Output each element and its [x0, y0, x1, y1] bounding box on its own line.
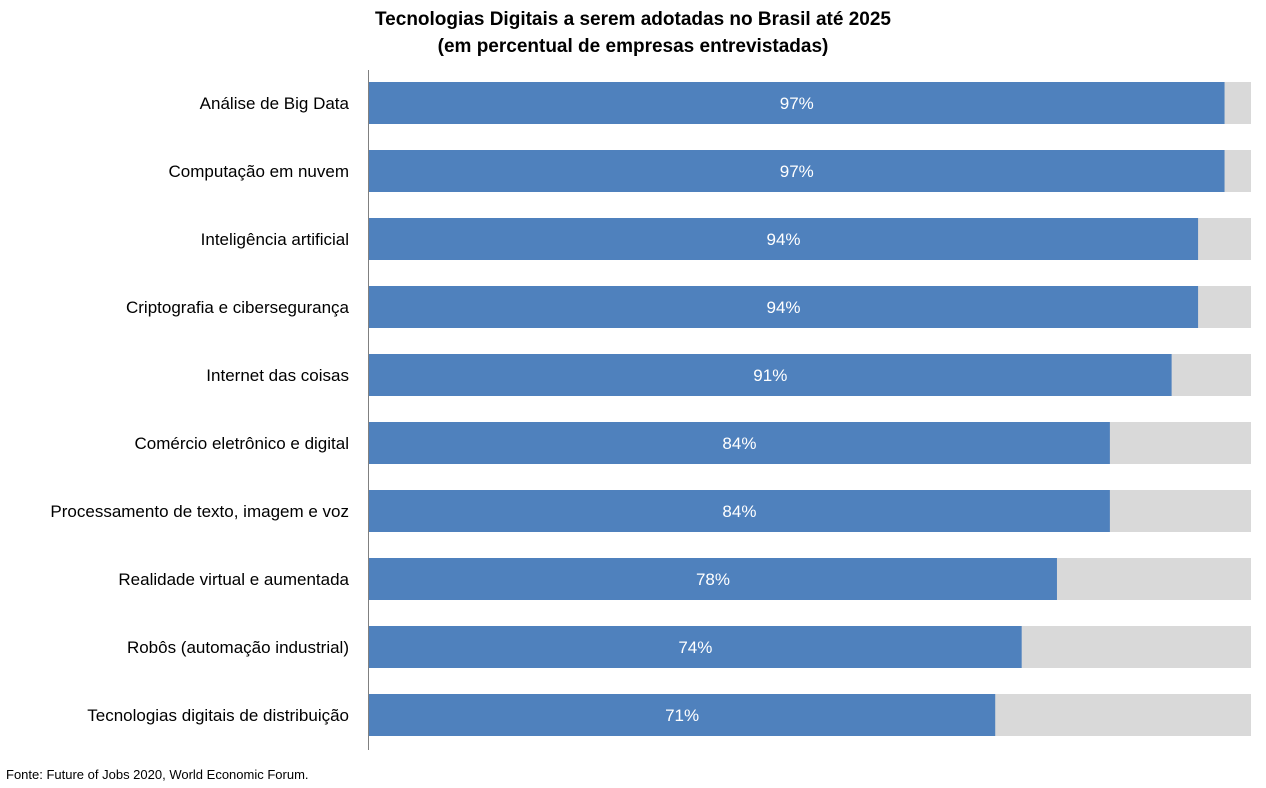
- data-label: 91%: [753, 366, 787, 385]
- bar: [369, 354, 1172, 396]
- bar: [369, 218, 1199, 260]
- bar: [369, 694, 996, 736]
- data-label: 84%: [722, 502, 756, 521]
- data-label: 78%: [696, 570, 730, 589]
- category-label: Comércio eletrônico e digital: [135, 434, 350, 453]
- category-label: Tecnologias digitais de distribuição: [87, 706, 349, 725]
- data-label: 74%: [678, 638, 712, 657]
- chart-title-block: Tecnologias Digitais a serem adotadas no…: [0, 6, 1266, 60]
- chart-title: Tecnologias Digitais a serem adotadas no…: [374, 9, 891, 30]
- bar: [369, 286, 1199, 328]
- data-label: 97%: [780, 94, 814, 113]
- bar: [369, 626, 1022, 668]
- category-label: Realidade virtual e aumentada: [118, 570, 349, 589]
- data-label: 94%: [767, 230, 801, 249]
- bar: [369, 82, 1225, 124]
- data-label: 97%: [780, 162, 814, 181]
- bar: [369, 422, 1110, 464]
- chart-subtitle: (em percentual de empresas entrevistadas…: [437, 36, 829, 57]
- bar: [369, 558, 1057, 600]
- data-label: 94%: [767, 298, 801, 317]
- category-label: Computação em nuvem: [169, 162, 349, 181]
- source-note: Fonte: Future of Jobs 2020, World Econom…: [6, 767, 309, 782]
- category-label: Processamento de texto, imagem e voz: [50, 502, 349, 521]
- category-label: Criptografia e cibersegurança: [126, 298, 350, 317]
- category-label: Robôs (automação industrial): [127, 638, 349, 657]
- category-label: Inteligência artificial: [201, 230, 349, 249]
- category-label: Análise de Big Data: [200, 94, 350, 113]
- bar: [369, 150, 1225, 192]
- bar: [369, 490, 1110, 532]
- data-label: 71%: [665, 706, 699, 725]
- data-label: 84%: [722, 434, 756, 453]
- category-label: Internet das coisas: [206, 366, 349, 385]
